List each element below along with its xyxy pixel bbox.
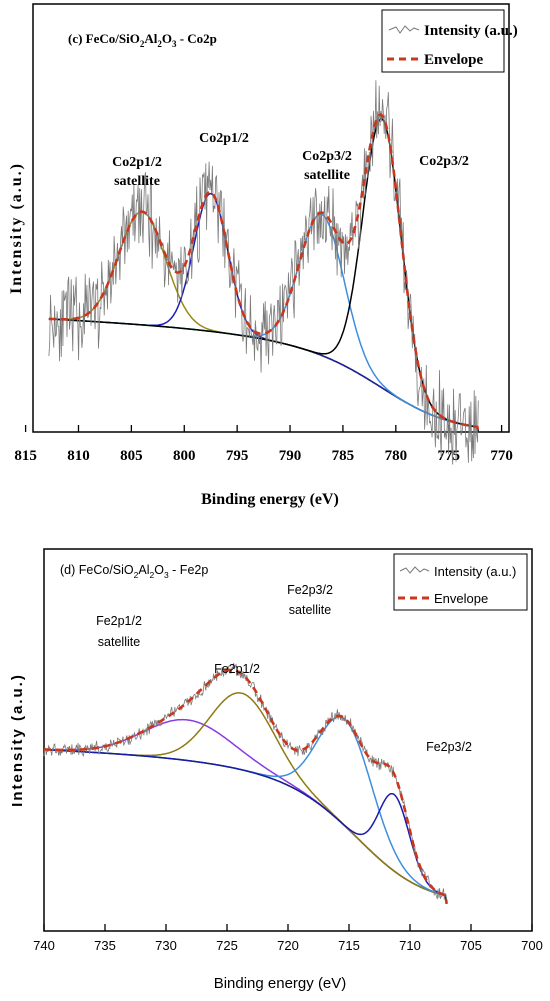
x-tick-label: 805 [120,448,143,464]
x-tick-label: 785 [332,448,355,464]
panel-d-legend-envelope-label: Envelope [434,591,488,606]
panel-c-legend: Intensity (a.u.) Envelope [381,9,518,73]
panel-d-xlabel: Binding energy (eV) [214,975,347,992]
panel-c-xlabel: Binding energy (eV) [201,491,339,508]
panel-d-label-fe2p32-sat-2: satellite [289,603,331,617]
panel-c-legend-envelope-label: Envelope [424,52,484,68]
component-peak-fe2p3-2 [43,748,448,904]
panel-c: (c) FeCo/SiO2Al2O3 - Co2p Intensity (a.u… [8,3,518,508]
panel-c-label-co2p32-sat-2: satellite [304,168,350,183]
panel-c-label-co2p12-sat-1: Co2p1/2 [112,155,162,170]
panel-c-frame [32,3,510,433]
panel-d-label-fe2p32: Fe2p3/2 [426,740,472,754]
x-tick-label: 800 [173,448,196,464]
x-tick-label: 740 [33,938,55,953]
panel-d-legend: Intensity (a.u.) Envelope [393,553,528,611]
panel-d-legend-intensity-swatch [399,566,430,574]
panel-d-x-axis: 740 735 730 725 720 715 710 705 700 [33,924,543,953]
panel-c-label-co2p12: Co2p1/2 [199,131,249,146]
panel-c-label-co2p32: Co2p3/2 [419,154,469,169]
x-tick-label: 720 [277,938,299,953]
x-tick-label: 795 [226,448,249,464]
panel-c-ylabel: Intensity (a.u.) [8,162,25,294]
panel-d: (d) FeCo/SiO2Al2O3 - Fe2p Intensity (a.u… [9,548,543,992]
panel-d-legend-box [393,553,528,611]
x-tick-label: 815 [14,448,37,464]
panel-c-envelope-layer [48,113,480,433]
panel-c-components [48,117,480,433]
panel-d-noise-layer [43,662,447,900]
panel-d-legend-intensity-label: Intensity (a.u.) [434,564,516,579]
x-tick-label: 735 [94,938,116,953]
x-tick-label: 700 [521,938,543,953]
panel-c-title: (c) FeCo/SiO2Al2O3 - Co2p [68,31,217,49]
panel-c-legend-intensity-swatch [388,25,420,34]
panel-d-label-fe2p12-sat-2: satellite [98,635,140,649]
x-tick-label: 790 [279,448,302,464]
panel-c-x-axis: 815 810 805 800 795 790 785 780 775 770 [14,425,513,464]
x-tick-label: 705 [460,938,482,953]
x-tick-label: 770 [490,448,513,464]
panel-d-title: (d) FeCo/SiO2Al2O3 - Fe2p [60,563,208,580]
panel-c-legend-box [381,9,505,73]
panel-c-label-co2p32-sat-1: Co2p3/2 [302,149,352,164]
panel-d-components [43,692,448,904]
x-tick-label: 715 [338,938,360,953]
panel-d-label-fe2p32-sat-1: Fe2p3/2 [287,583,333,597]
raw-intensity-line [43,662,447,900]
x-tick-label: 810 [67,448,90,464]
x-tick-label: 730 [155,938,177,953]
envelope-line [48,113,480,433]
x-tick-label: 780 [385,448,408,464]
panel-d-label-fe2p12: Fe2p1/2 [214,662,260,676]
panel-d-label-fe2p12-sat-1: Fe2p1/2 [96,614,142,628]
panel-c-label-co2p12-sat-2: satellite [114,174,160,189]
panel-c-legend-intensity-label: Intensity (a.u.) [424,23,518,39]
x-tick-label: 710 [399,938,421,953]
x-tick-label: 725 [216,938,238,953]
panel-d-ylabel: Intensity (a.u.) [9,673,26,807]
x-tick-label: 775 [437,448,460,464]
component-peak-co2p3-2 [48,117,480,433]
